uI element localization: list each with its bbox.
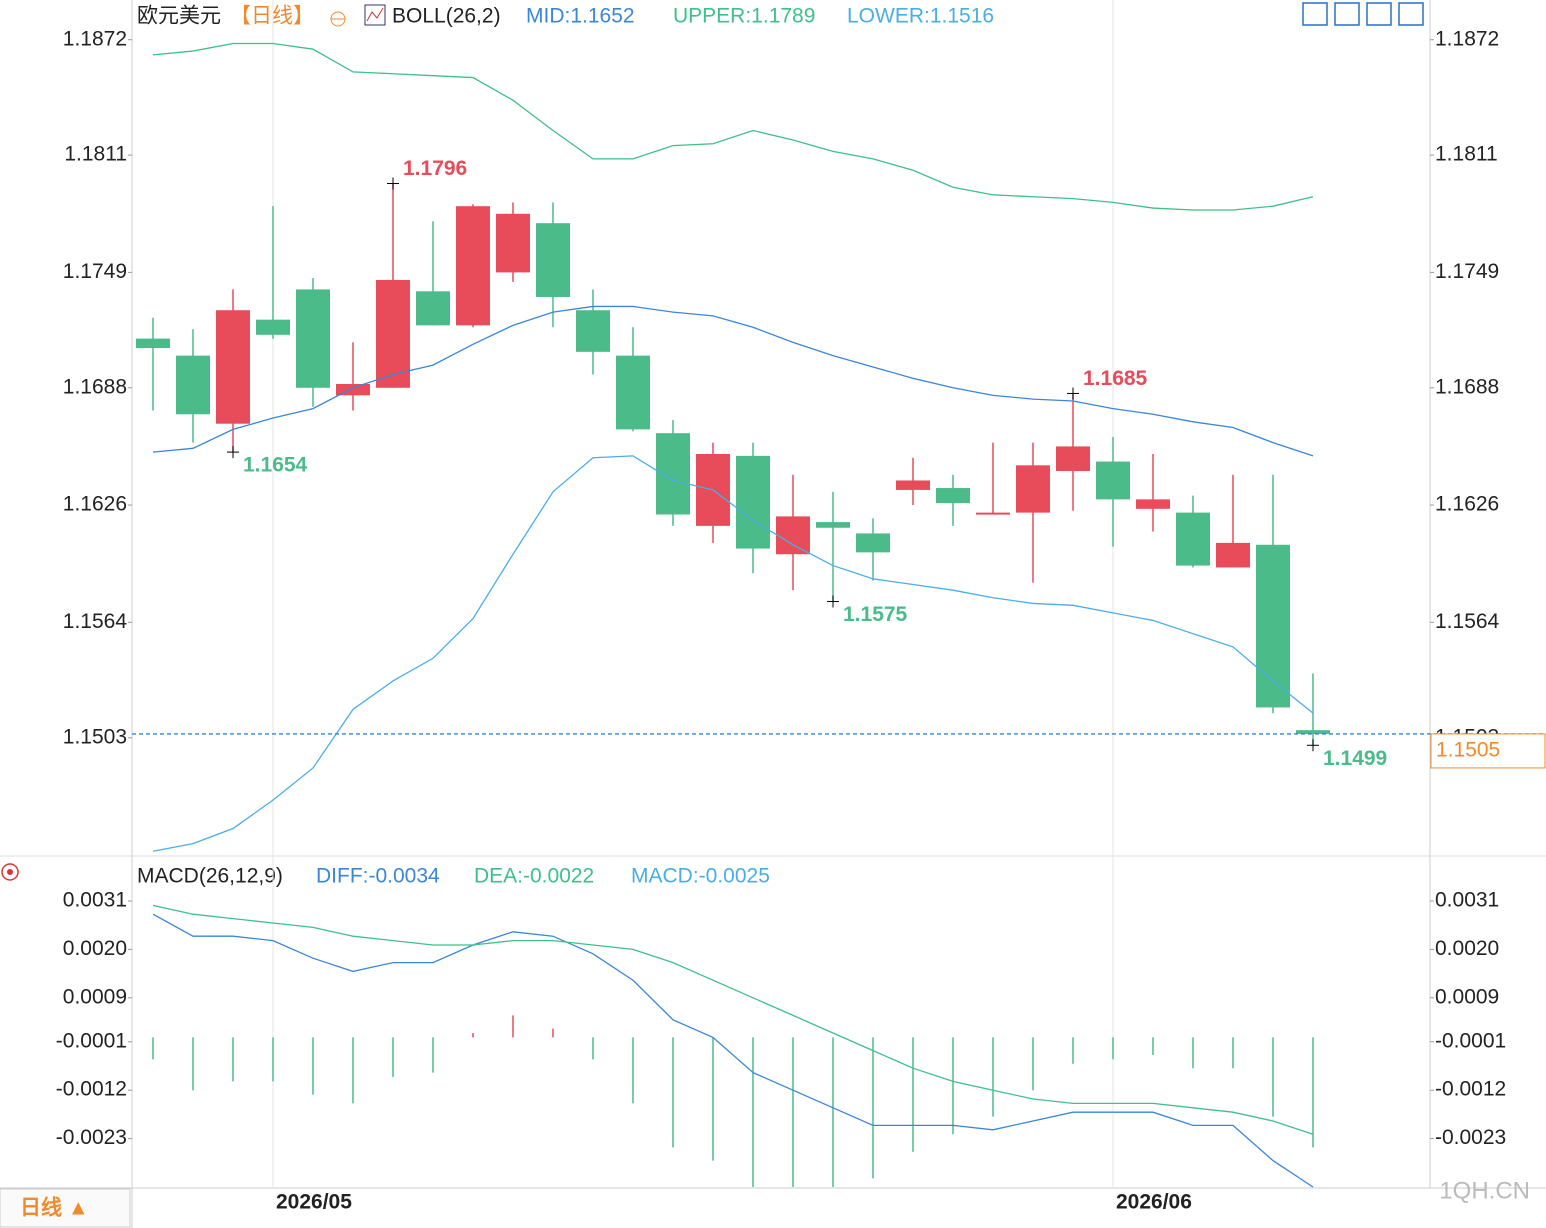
- y-tick-label: 1.1811: [1435, 143, 1498, 166]
- candle-body: [736, 455, 770, 549]
- last-price-box: [1430, 733, 1546, 769]
- x-tick-label: 2026/06: [1116, 1191, 1192, 1214]
- candle-body: [856, 533, 890, 553]
- y-tick-label: 1.1688: [1435, 375, 1499, 398]
- candle-body: [816, 522, 850, 528]
- extreme-label: 1.1654: [243, 454, 308, 477]
- legend-dea: DEA:-0.0022: [474, 865, 594, 888]
- y-tick-label: 1.1564: [63, 610, 128, 633]
- chart-title: 欧元美元: [137, 5, 221, 28]
- tool-icon[interactable]: [1334, 2, 1360, 26]
- indicator-icon[interactable]: [364, 4, 386, 26]
- y-tick-label: 1.1564: [1435, 610, 1500, 633]
- candle-body: [336, 383, 370, 396]
- x-tick-label: 2026/05: [276, 1191, 352, 1214]
- indicator-icon: [366, 7, 384, 22]
- period-button[interactable]: [0, 1188, 131, 1228]
- panel-icon[interactable]: [1, 863, 19, 881]
- toolbar[interactable]: [1302, 2, 1424, 26]
- y-tick-label: -0.0012: [1435, 1078, 1506, 1101]
- panel-icon: [7, 869, 13, 875]
- candle-body: [536, 223, 570, 297]
- candle-body: [1296, 730, 1330, 734]
- indicator-line: [152, 455, 1314, 852]
- y-tick-label: 1.1872: [63, 27, 127, 50]
- extreme-label: 1.1796: [403, 157, 467, 180]
- candle-body: [1056, 446, 1090, 472]
- y-tick-label: 1.1626: [1435, 493, 1499, 516]
- y-tick-label: 1.1749: [63, 260, 127, 283]
- y-tick-label: 0.0020: [1435, 937, 1499, 960]
- indicator-line: [152, 305, 1314, 457]
- legend-diff: DIFF:-0.0034: [316, 865, 440, 888]
- candle-body: [456, 206, 490, 326]
- y-tick-label: 1.1503: [63, 725, 127, 748]
- y-tick-label: 1.1688: [63, 375, 127, 398]
- y-tick-label: 0.0020: [63, 937, 127, 960]
- indicator-line: [152, 42, 1314, 211]
- period-button-label[interactable]: 日线 ▲: [20, 1196, 89, 1220]
- legend-upper: UPPER:1.1789: [673, 5, 815, 28]
- tool-icon[interactable]: [1398, 2, 1424, 26]
- indicator-name: BOLL(26,2): [392, 5, 501, 28]
- tool-icon[interactable]: [1302, 2, 1328, 26]
- y-tick-label: 1.1749: [1435, 260, 1499, 283]
- y-tick-label: 0.0009: [1435, 985, 1499, 1008]
- extreme-label: 1.1575: [843, 603, 908, 626]
- indicator-line: [152, 913, 1314, 1188]
- legend-macd: MACD:-0.0025: [631, 865, 770, 888]
- y-tick-label: 0.0031: [63, 889, 127, 912]
- candle-body: [616, 355, 650, 430]
- y-tick-label: 1.1872: [1435, 27, 1499, 50]
- legend-lower: LOWER:1.1516: [847, 5, 994, 28]
- y-tick-label: -0.0023: [1435, 1126, 1506, 1149]
- candle-body: [1256, 544, 1290, 708]
- extreme-label: 1.1499: [1323, 747, 1387, 770]
- y-tick-label: -0.0001: [1435, 1029, 1506, 1052]
- indicator-line: [152, 904, 1314, 1135]
- y-tick-label: -0.0023: [56, 1126, 127, 1149]
- extreme-label: 1.1685: [1083, 367, 1148, 390]
- y-tick-label: 0.0009: [63, 985, 127, 1008]
- candle-body: [896, 480, 930, 490]
- y-tick-label: 1.1811: [64, 143, 127, 166]
- candle-body: [1216, 542, 1250, 568]
- candle-body: [176, 355, 210, 415]
- candle-body: [296, 289, 330, 388]
- candle-body: [576, 310, 610, 352]
- y-tick-label: 0.0031: [1435, 889, 1499, 912]
- macd-title: MACD(26,12,9): [137, 865, 283, 888]
- y-tick-label: 1.1626: [63, 493, 127, 516]
- candle-body: [1176, 512, 1210, 566]
- candle-body: [256, 319, 290, 335]
- candle-body: [976, 512, 1010, 515]
- candle-body: [1096, 461, 1130, 500]
- candle-body: [376, 279, 410, 388]
- candle-body: [136, 338, 170, 349]
- candle-body: [216, 310, 250, 424]
- candle-body: [1136, 499, 1170, 509]
- candle-body: [416, 291, 450, 326]
- watermark: 1QH.CN: [1439, 1177, 1530, 1204]
- candle-body: [936, 488, 970, 504]
- candle-body: [1016, 465, 1050, 513]
- y-tick-label: -0.0012: [56, 1078, 127, 1101]
- tool-icon[interactable]: [1366, 2, 1392, 26]
- y-tick-label: -0.0001: [56, 1029, 127, 1052]
- candle-body: [776, 516, 810, 555]
- legend-mid: MID:1.1652: [526, 5, 635, 28]
- period-label[interactable]: 【日线】: [230, 5, 314, 28]
- last-price-label: 1.1505: [1436, 738, 1500, 761]
- candle-body: [496, 213, 530, 273]
